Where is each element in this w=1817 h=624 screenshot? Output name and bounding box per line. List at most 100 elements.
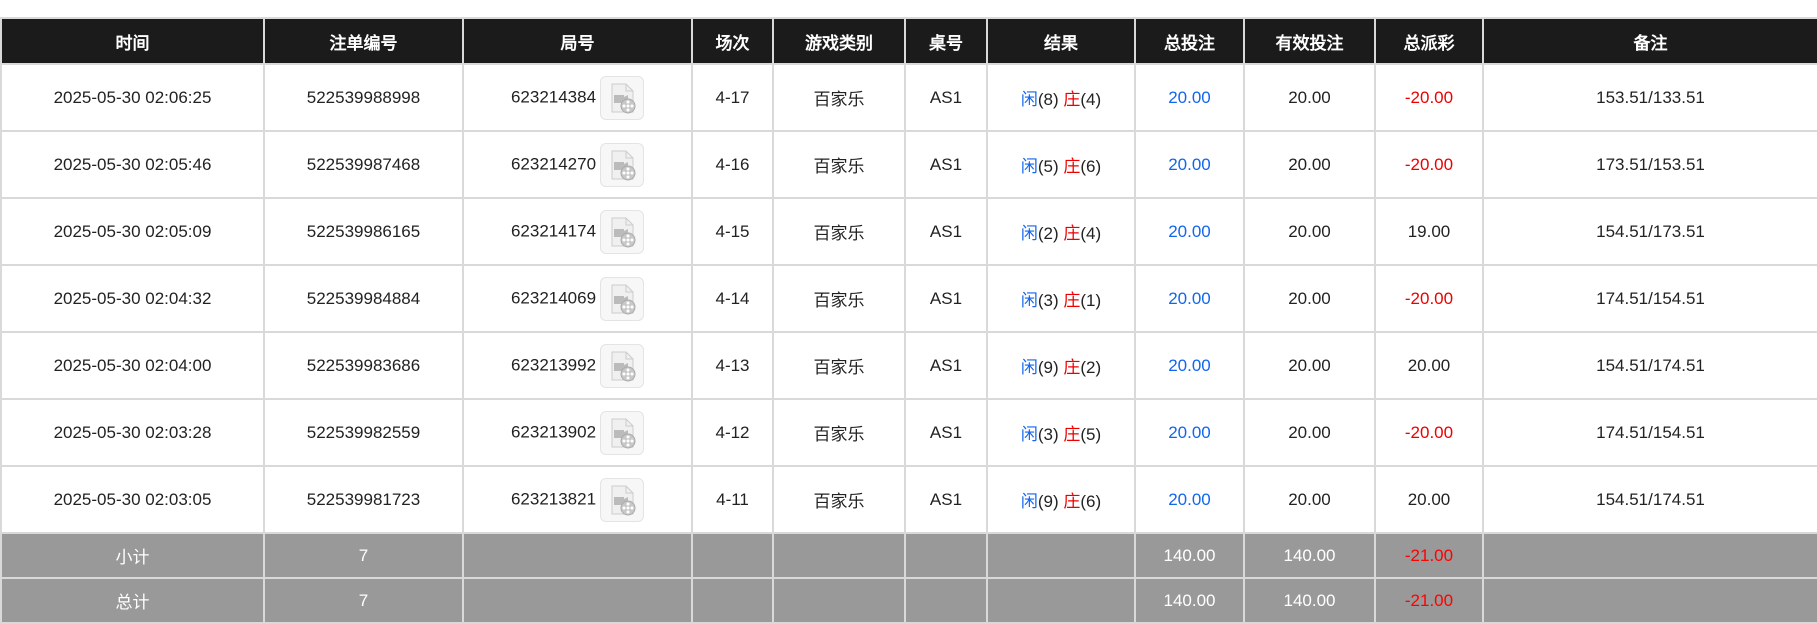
summary-label: 总计 [0,577,265,624]
summary-payout: -21.00 [1374,532,1484,579]
payout-cell: 19.00 [1374,197,1484,266]
game-type-cell: 百家乐 [772,331,906,400]
summary-valid-bet: 140.00 [1243,577,1376,624]
table-row: 2025-05-30 02:05:46 522539987468 623214270… [0,130,1817,199]
column-header-game-type: 游戏类别 [772,17,906,65]
total-bet-cell: 20.00 [1134,331,1245,400]
summary-total-bet: 140.00 [1134,577,1245,624]
empty-cell [772,532,906,579]
summary-valid-bet: 140.00 [1243,532,1376,579]
valid-bet-cell: 20.00 [1243,63,1376,132]
subtotal-row: 小计 7 140.00 140.00 -21.00 [0,532,1817,579]
banker-label: 庄 [1063,224,1081,243]
round-number: 623214174 [510,220,597,240]
empty-cell [691,577,774,624]
round-number: 623213992 [510,354,597,374]
table-row: 2025-05-30 02:03:28 522539982559 623213902… [0,398,1817,467]
game-type-cell: 百家乐 [772,130,906,199]
table-no-cell: AS1 [904,264,988,333]
time-cell: 2025-05-30 02:04:32 [0,264,265,333]
summary-label: 小计 [0,532,265,579]
payout-cell: 20.00 [1374,465,1484,534]
column-header-table-no: 桌号 [904,17,988,65]
total-bet-cell: 20.00 [1134,465,1245,534]
video-file-icon[interactable] [600,477,645,522]
table-no-cell: AS1 [904,197,988,266]
video-file-icon[interactable] [600,276,645,321]
bet-id-cell: 522539981723 [263,465,464,534]
session-cell: 4-15 [691,197,774,266]
game-type-cell: 百家乐 [772,398,906,467]
bet-id-cell: 522539988998 [263,63,464,132]
table-no-cell: AS1 [904,398,988,467]
bet-id-cell: 522539984884 [263,264,464,333]
game-type-cell: 百家乐 [772,465,906,534]
round-number: 623213821 [510,488,597,508]
player-label: 闲 [1020,90,1038,109]
banker-score: (6) [1080,492,1102,511]
valid-bet-cell: 20.00 [1243,197,1376,266]
player-label: 闲 [1020,492,1038,511]
video-file-icon[interactable] [600,410,645,455]
bet-id-cell: 522539987468 [263,130,464,199]
column-header-result: 结果 [986,17,1136,65]
round-number: 623214069 [510,287,597,307]
result-cell: 闲(8) 庄(4) [986,63,1136,132]
summary-count: 7 [263,577,464,624]
column-header-note: 备注 [1482,17,1817,65]
bet-id-cell: 522539986165 [263,197,464,266]
summary-count: 7 [263,532,464,579]
column-header-valid-bet: 有效投注 [1243,17,1376,65]
note-cell: 174.51/154.51 [1482,398,1817,467]
column-header-session: 场次 [691,17,774,65]
valid-bet-cell: 20.00 [1243,130,1376,199]
table-no-cell: AS1 [904,465,988,534]
player-score: (3) [1037,425,1059,444]
banker-label: 庄 [1063,291,1081,310]
player-label: 闲 [1020,358,1038,377]
total-row: 总计 7 140.00 140.00 -21.00 [0,577,1817,624]
session-cell: 4-11 [691,465,774,534]
video-file-icon[interactable] [600,75,645,120]
column-header-time: 时间 [0,17,265,65]
round-cell: 623214384 [462,63,693,132]
time-cell: 2025-05-30 02:03:28 [0,398,265,467]
player-score: (8) [1037,90,1059,109]
table-row: 2025-05-30 02:04:32 522539984884 623214069… [0,264,1817,333]
video-file-icon[interactable] [600,209,645,254]
valid-bet-cell: 20.00 [1243,465,1376,534]
player-label: 闲 [1020,157,1038,176]
payout-cell: 20.00 [1374,331,1484,400]
result-cell: 闲(3) 庄(1) [986,264,1136,333]
note-cell: 154.51/174.51 [1482,465,1817,534]
total-bet-cell: 20.00 [1134,197,1245,266]
banker-label: 庄 [1063,425,1081,444]
result-cell: 闲(2) 庄(4) [986,197,1136,266]
empty-cell [986,577,1136,624]
result-cell: 闲(5) 庄(6) [986,130,1136,199]
round-cell: 623214270 [462,130,693,199]
bet-id-cell: 522539982559 [263,398,464,467]
empty-cell [462,532,693,579]
total-bet-cell: 20.00 [1134,264,1245,333]
video-file-icon[interactable] [600,142,645,187]
summary-payout: -21.00 [1374,577,1484,624]
total-bet-cell: 20.00 [1134,63,1245,132]
round-cell: 623213992 [462,331,693,400]
round-cell: 623214174 [462,197,693,266]
game-type-cell: 百家乐 [772,197,906,266]
result-cell: 闲(3) 庄(5) [986,398,1136,467]
round-number: 623214384 [510,86,597,106]
column-header-bet-id: 注单编号 [263,17,464,65]
empty-cell [986,532,1136,579]
payout-cell: -20.00 [1374,63,1484,132]
video-file-icon[interactable] [600,343,645,388]
bet-records-table: 时间 注单编号 局号 场次 游戏类别 桌号 结果 总投注 有效投注 总派彩 备注 2025-05-3… [0,17,1817,624]
table-no-cell: AS1 [904,331,988,400]
player-score: (2) [1037,224,1059,243]
session-cell: 4-12 [691,398,774,467]
time-cell: 2025-05-30 02:05:09 [0,197,265,266]
result-cell: 闲(9) 庄(6) [986,465,1136,534]
game-type-cell: 百家乐 [772,264,906,333]
table-row: 2025-05-30 02:03:05 522539981723 623213821… [0,465,1817,534]
